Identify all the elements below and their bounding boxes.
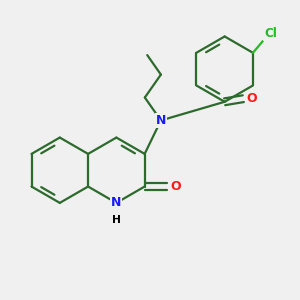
Text: O: O xyxy=(170,180,181,193)
Text: Cl: Cl xyxy=(264,27,277,40)
Text: H: H xyxy=(112,215,121,225)
Text: N: N xyxy=(156,114,166,127)
Text: O: O xyxy=(246,92,257,105)
Text: N: N xyxy=(111,196,122,209)
